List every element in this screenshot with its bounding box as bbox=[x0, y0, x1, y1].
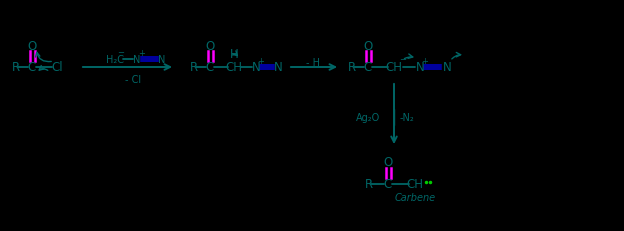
Text: N: N bbox=[416, 61, 424, 74]
Text: CH: CH bbox=[386, 61, 402, 74]
Text: C: C bbox=[28, 61, 36, 74]
Text: N: N bbox=[158, 55, 166, 65]
Text: R: R bbox=[12, 61, 20, 74]
Text: - H: - H bbox=[306, 58, 320, 68]
Text: Ag₂O: Ag₂O bbox=[356, 112, 380, 122]
Text: N: N bbox=[442, 61, 451, 74]
Text: C: C bbox=[384, 178, 392, 191]
Text: CH: CH bbox=[225, 61, 243, 74]
Text: C: C bbox=[364, 61, 372, 74]
Text: +: + bbox=[422, 56, 429, 65]
Text: O: O bbox=[205, 39, 215, 52]
Text: - Cl: - Cl bbox=[125, 75, 141, 85]
Text: N: N bbox=[134, 55, 140, 65]
Text: R: R bbox=[365, 178, 373, 191]
Text: O: O bbox=[27, 39, 37, 52]
Text: CH: CH bbox=[406, 178, 424, 191]
Text: −: − bbox=[399, 55, 406, 64]
Text: C: C bbox=[206, 61, 214, 74]
Text: Cl: Cl bbox=[51, 61, 63, 74]
Text: O: O bbox=[363, 39, 373, 52]
Text: Carbene: Carbene bbox=[394, 192, 436, 202]
Text: R: R bbox=[348, 61, 356, 74]
Text: H₂C: H₂C bbox=[106, 55, 124, 65]
Text: −: − bbox=[117, 48, 125, 57]
Text: +: + bbox=[139, 48, 145, 57]
Text: +: + bbox=[258, 56, 265, 65]
Text: N: N bbox=[251, 61, 260, 74]
Text: R: R bbox=[190, 61, 198, 74]
Text: O: O bbox=[383, 156, 392, 169]
Text: N: N bbox=[274, 61, 283, 74]
Text: -N₂: -N₂ bbox=[400, 112, 415, 122]
Text: H: H bbox=[230, 48, 238, 61]
